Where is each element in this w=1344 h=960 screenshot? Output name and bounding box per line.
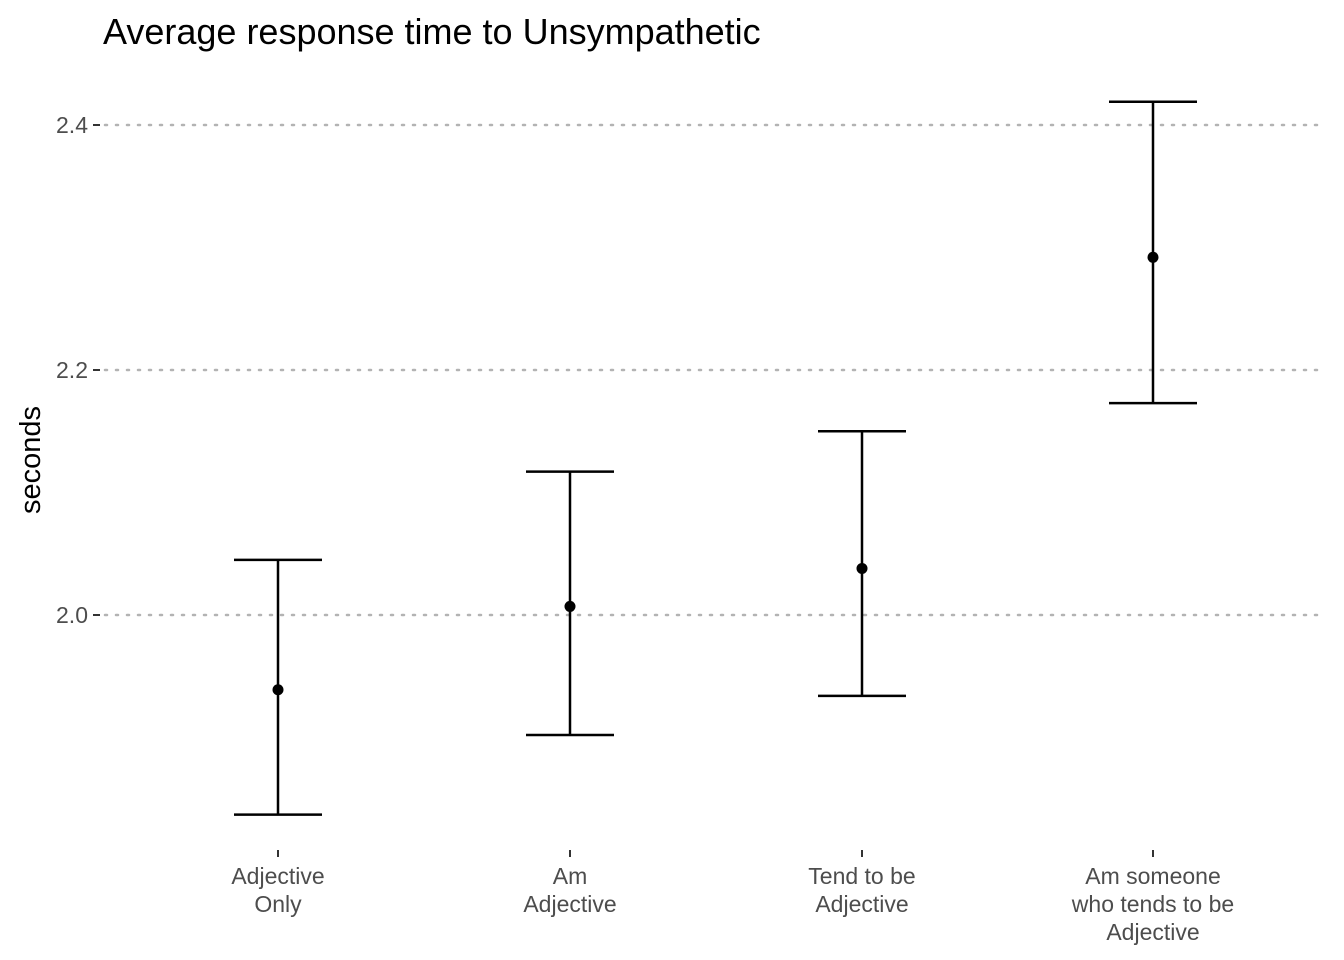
mean-point — [856, 562, 868, 574]
x-tick-label-line: Only — [254, 891, 302, 917]
error-bars — [234, 100, 1197, 816]
x-tick-label-line: Adjective — [523, 891, 616, 917]
chart-title: Average response time to Unsympathetic — [103, 11, 761, 52]
x-tick-label: Am someone who tends to be Adjective — [1071, 863, 1234, 945]
x-tick-label-line: Adjective — [815, 891, 908, 917]
y-axis-ticks: 2.0 2.2 2.4 — [56, 112, 100, 628]
x-tick-label: Tend to be Adjective — [808, 863, 915, 917]
x-tick-label-line: who tends to be — [1071, 891, 1234, 917]
x-tick-label: Am Adjective — [523, 863, 616, 917]
y-tick-label: 2.4 — [56, 112, 88, 138]
mean-point — [1147, 251, 1159, 263]
mean-point — [564, 600, 576, 612]
x-tick-label-line: Tend to be — [808, 863, 915, 889]
error-bar-group — [234, 558, 322, 816]
grid-lines — [103, 123, 1328, 617]
y-tick-label: 2.0 — [56, 602, 88, 628]
y-tick-label: 2.2 — [56, 357, 88, 383]
error-bar-group — [526, 470, 614, 737]
x-tick-label-line: Am someone — [1085, 863, 1221, 889]
x-tick-label-line: Adjective — [1106, 919, 1199, 945]
error-bar-group — [818, 430, 906, 698]
mean-point — [272, 684, 284, 696]
x-tick-label-line: Am — [553, 863, 588, 889]
y-axis-label: seconds — [15, 406, 47, 514]
x-tick-label-line: Adjective — [231, 863, 324, 889]
x-tick-label: Adjective Only — [231, 863, 324, 917]
error-bar-group — [1109, 100, 1197, 405]
